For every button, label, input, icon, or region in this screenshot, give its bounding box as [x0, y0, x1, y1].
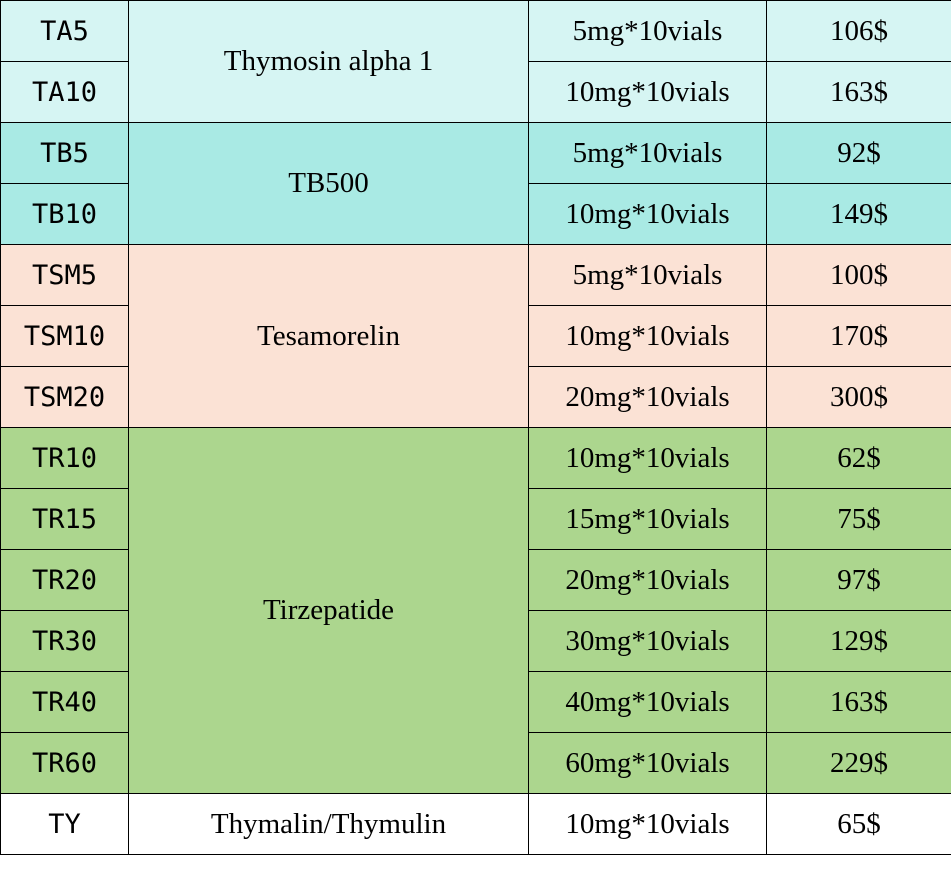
- product-code: TB10: [0, 183, 129, 245]
- product-price: 300$: [766, 366, 951, 428]
- product-name: Thymosin alpha 1: [128, 0, 529, 123]
- product-code: TR40: [0, 671, 129, 733]
- product-code: TB5: [0, 122, 129, 184]
- product-code: TA5: [0, 0, 129, 62]
- table-row: TR60 60mg*10vials 229$: [0, 732, 951, 794]
- product-spec: 30mg*10vials: [528, 610, 767, 672]
- product-spec: 10mg*10vials: [528, 61, 767, 123]
- product-spec: 10mg*10vials: [528, 183, 767, 245]
- product-price: 163$: [766, 671, 951, 733]
- product-price: 97$: [766, 549, 951, 611]
- table-row: TR10 Tirzepatide 10mg*10vials 62$: [0, 427, 951, 794]
- product-name: Tirzepatide: [128, 427, 529, 794]
- product-spec: 10mg*10vials: [528, 793, 767, 855]
- table-row: TR30 30mg*10vials 129$: [0, 610, 951, 672]
- product-name: Thymalin/Thymulin: [128, 793, 529, 855]
- product-price: 75$: [766, 488, 951, 550]
- product-spec: 60mg*10vials: [528, 732, 767, 794]
- product-price: 62$: [766, 427, 951, 489]
- product-code: TY: [0, 793, 129, 855]
- product-code: TA10: [0, 61, 129, 123]
- product-spec: 5mg*10vials: [528, 0, 767, 62]
- product-spec: 15mg*10vials: [528, 488, 767, 550]
- table-row: TSM20 20mg*10vials 300$: [0, 366, 951, 428]
- table-row: TA10 10mg*10vials 163$: [0, 61, 951, 123]
- table-row: TB10 10mg*10vials 149$: [0, 183, 951, 245]
- table-row: TSM10 10mg*10vials 170$: [0, 305, 951, 367]
- product-spec: 20mg*10vials: [528, 366, 767, 428]
- product-code: TR10: [0, 427, 129, 489]
- product-spec: 5mg*10vials: [528, 122, 767, 184]
- product-spec: 20mg*10vials: [528, 549, 767, 611]
- table-row: TSM5 Tesamorelin 5mg*10vials 100$: [0, 244, 951, 428]
- product-price: 92$: [766, 122, 951, 184]
- product-code: TSM5: [0, 244, 129, 306]
- product-code: TR60: [0, 732, 129, 794]
- product-spec: 40mg*10vials: [528, 671, 767, 733]
- product-code: TSM20: [0, 366, 129, 428]
- product-code: TR20: [0, 549, 129, 611]
- product-price: 229$: [766, 732, 951, 794]
- table-row: TA5 Thymosin alpha 1 5mg*10vials 106$: [0, 0, 951, 123]
- product-spec: 10mg*10vials: [528, 305, 767, 367]
- product-price: 129$: [766, 610, 951, 672]
- product-code: TSM10: [0, 305, 129, 367]
- product-price: 170$: [766, 305, 951, 367]
- table-row: TB5 TB500 5mg*10vials 92$: [0, 122, 951, 245]
- product-code: TR15: [0, 488, 129, 550]
- table-row: TR20 20mg*10vials 97$: [0, 549, 951, 611]
- product-price: 100$: [766, 244, 951, 306]
- product-spec: 10mg*10vials: [528, 427, 767, 489]
- table-row: TY Thymalin/Thymulin 10mg*10vials 65$: [0, 793, 951, 855]
- product-spec: 5mg*10vials: [528, 244, 767, 306]
- product-price: 65$: [766, 793, 951, 855]
- product-name: Tesamorelin: [128, 244, 529, 428]
- product-name: TB500: [128, 122, 529, 245]
- table-row: TR40 40mg*10vials 163$: [0, 671, 951, 733]
- product-price: 106$: [766, 0, 951, 62]
- product-price: 149$: [766, 183, 951, 245]
- product-price: 163$: [766, 61, 951, 123]
- product-code: TR30: [0, 610, 129, 672]
